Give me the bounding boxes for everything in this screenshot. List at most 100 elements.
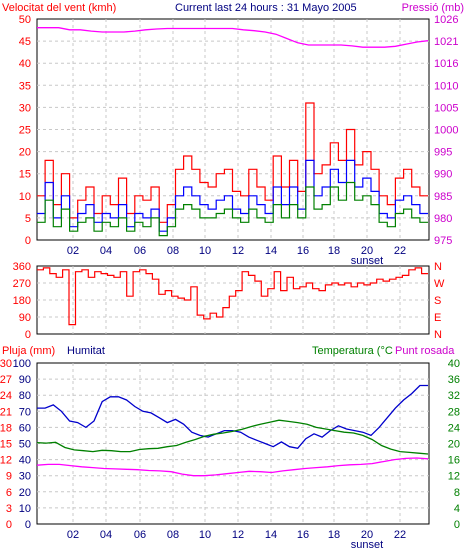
wind-direction-plot: [36, 265, 430, 335]
rain-y-tick-label: 21: [0, 406, 12, 418]
temperature-y-tick-label: 28: [448, 406, 460, 418]
temperature-y-tick-label: 12: [448, 471, 460, 483]
rain-y-tick-label: 3: [6, 503, 12, 515]
humidity-y-tick-label: 40: [19, 455, 31, 467]
direction-y-tick-label: 270: [13, 278, 31, 290]
pressure-y-tick-label: 1000: [434, 125, 458, 137]
temperature-axis-title: Temperatura (°C: [312, 345, 393, 357]
x-tick-label: 14: [265, 529, 277, 541]
x-tick-label: 16: [297, 245, 309, 257]
wind-y-tick-label: 30: [19, 102, 31, 114]
rain-y-tick-label: 18: [0, 422, 12, 434]
pressure-y-tick-label: 990: [434, 169, 452, 181]
wind-y-tick-label: 20: [19, 147, 31, 159]
x-tick-label: 04: [100, 529, 112, 541]
compass-tick-label: N: [434, 329, 442, 341]
x-tick-label: 14: [265, 245, 277, 257]
wind-y-tick-label: 5: [25, 213, 31, 225]
pressure-y-tick-label: 995: [434, 147, 452, 159]
compass-tick-label: E: [434, 312, 441, 324]
wind-y-tick-label: 45: [19, 36, 31, 48]
humidity-y-tick-label: 20: [19, 487, 31, 499]
humidity-temperature-plot: [36, 362, 430, 525]
wind-gust-line: [37, 102, 428, 223]
pressure-y-tick-label: 1016: [434, 58, 458, 70]
wind-y-tick-label: 25: [19, 125, 31, 137]
humidity-y-tick-label: 50: [19, 439, 31, 451]
x-tick-label: 02: [67, 529, 79, 541]
rain-y-tick-label: 30: [0, 358, 12, 370]
rain-y-tick-label: 12: [0, 455, 12, 467]
compass-tick-label: W: [434, 278, 445, 290]
rain-y-tick-label: 15: [0, 439, 12, 451]
pressure-y-tick-label: 975: [434, 235, 452, 247]
temperature-y-tick-label: 8: [454, 487, 460, 499]
x-tick-label: 18: [328, 245, 340, 257]
x-tick-label: 10: [199, 529, 211, 541]
temperature-line: [36, 419, 429, 455]
x-tick-label: 12: [232, 529, 244, 541]
temperature-y-tick-label: 16: [448, 455, 460, 467]
temperature-y-tick-label: 32: [448, 390, 460, 402]
x-tick-label: 12: [232, 245, 244, 257]
humidity-y-tick-label: 10: [19, 503, 31, 515]
temperature-y-tick-label: 4: [454, 503, 460, 515]
x-tick-label: 06: [134, 529, 146, 541]
humidity-y-tick-label: 80: [19, 390, 31, 402]
pressure-y-tick-label: 985: [434, 191, 452, 203]
temperature-y-tick-label: 36: [448, 374, 460, 386]
pressure-y-tick-label: 980: [434, 213, 452, 225]
x-tick-label: 18: [328, 529, 340, 541]
wind-y-tick-label: 50: [19, 14, 31, 26]
x-tick-label: 04: [100, 245, 112, 257]
humidity-y-tick-label: 0: [25, 519, 31, 531]
x-tick-label: 20: [361, 529, 373, 541]
humidity-y-tick-label: 70: [19, 406, 31, 418]
x-tick-label: 10: [199, 245, 211, 257]
direction-y-tick-label: 0: [25, 329, 31, 341]
x-tick-label: 22: [394, 245, 406, 257]
wind-direction-line: [37, 267, 428, 326]
wind-y-tick-label: 35: [19, 80, 31, 92]
wind-y-tick-label: 10: [19, 191, 31, 203]
x-tick-label: 02: [67, 245, 79, 257]
wind-y-tick-label: 15: [19, 169, 31, 181]
x-tick-label: 08: [167, 245, 179, 257]
rain-y-tick-label: 24: [0, 390, 12, 402]
rain-y-tick-label: 0: [6, 519, 12, 531]
x-tick-label: 22: [394, 529, 406, 541]
direction-y-tick-label: 90: [19, 312, 31, 324]
wind-average-line: [37, 181, 428, 237]
humidity-y-tick-label: 30: [19, 471, 31, 483]
pressure-y-tick-label: 1026: [434, 14, 458, 26]
humidity-y-tick-label: 100: [13, 358, 31, 370]
pressure-y-tick-label: 1005: [434, 102, 458, 114]
sunset-label: sunset: [351, 539, 383, 551]
chart-layer: 0510152025303540455097598098599099510001…: [0, 14, 460, 551]
humidity-y-tick-label: 60: [19, 422, 31, 434]
wind-y-tick-label: 0: [25, 235, 31, 247]
sunset-label: sunset: [351, 255, 383, 267]
x-tick-label: 16: [297, 529, 309, 541]
humidity-line: [37, 384, 428, 450]
direction-y-tick-label: 180: [13, 295, 31, 307]
dew-point-axis-title: Punt rosada: [395, 345, 455, 357]
compass-tick-label: N: [434, 261, 442, 273]
pressure-y-tick-label: 1021: [434, 36, 458, 48]
temperature-y-tick-label: 24: [448, 422, 460, 434]
pressure-y-tick-label: 1010: [434, 80, 458, 92]
rain-y-tick-label: 9: [6, 471, 12, 483]
temperature-y-tick-label: 20: [448, 439, 460, 451]
pressure-line: [37, 27, 429, 48]
dew-point-line: [36, 457, 429, 477]
rain-y-tick-label: 6: [6, 487, 12, 499]
rain-y-tick-label: 27: [0, 374, 12, 386]
compass-tick-label: S: [434, 295, 441, 307]
x-tick-label: 06: [134, 245, 146, 257]
humidity-axis-title: Humitat: [67, 345, 105, 357]
direction-y-tick-label: 360: [13, 261, 31, 273]
pressure-axis-title: Pressió (mb): [402, 2, 464, 14]
humidity-y-tick-label: 90: [19, 374, 31, 386]
temperature-y-tick-label: 0: [454, 519, 460, 531]
